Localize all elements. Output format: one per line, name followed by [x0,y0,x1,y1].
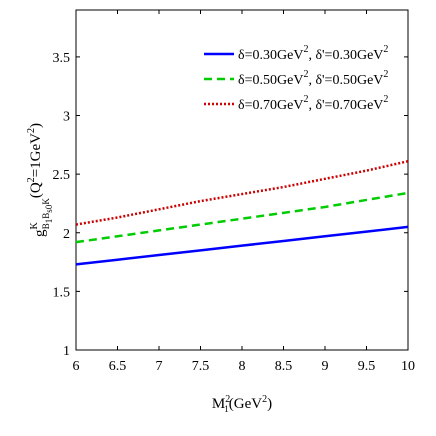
y-tick-label-5: 3.5 [53,51,71,66]
y-label-eq-sup: 2 [26,128,37,133]
x-tick-label-6: 9 [322,359,329,374]
y-tick-label-2: 2 [63,227,70,242]
series-line-1 [75,225,409,266]
legend-1-a-sup: 2 [303,44,308,55]
x-tick-label-7: 9.5 [358,359,376,374]
legend-3-a-sup: 2 [303,94,308,105]
legend-1-a: δ=0.30GeV [238,48,303,63]
legend-1-b-sup: 2 [383,44,388,55]
x-label-sup: 2 [225,394,230,405]
y-label-sub-s0: s0 [44,204,54,213]
y-label-q-sup: 2 [26,177,37,182]
y-tick-label-3: 2.5 [53,168,71,183]
x-tick-label-0: 6 [73,359,80,374]
y-label-q: (Q [28,182,44,198]
x-label-base: M [212,396,225,412]
legend-entry-3: δ=0.70GeV2, δ'=0.70GeV2 [204,94,388,113]
x-tick-label-8: 10 [401,359,415,374]
x-label-unit-sup: 2 [262,394,267,405]
legend-3-b-sup: 2 [383,94,388,105]
legend-2-b: , δ'=0.50GeV [308,73,383,88]
tick-labels: 6 6.5 7 7.5 8 8.5 9 9.5 10 1 1.5 2 2.5 3 3.5 [53,51,416,374]
y-label-sub-1: 1 [44,219,54,224]
x-label-unit-open: (GeV [229,396,262,412]
y-label-eq: =1GeV [28,133,44,177]
legend-label-2: δ=0.50GeV2, δ'=0.50GeV2 [238,69,388,88]
legend-1-b: , δ'=0.30GeV [308,48,383,63]
y-axis-label: gKB1Bs0K(Q2=1GeV2) [26,123,54,237]
axis-ticks [75,10,409,351]
series-line-3 [75,160,409,226]
y-label-close: ) [28,123,44,128]
y-tick-label-0: 1 [63,344,70,359]
y-label-g: g [32,229,48,237]
y-label-sup-k: K [29,221,40,229]
x-tick-label-3: 7.5 [192,359,210,374]
series-line-2 [75,191,409,244]
y-tick-label-1: 1.5 [53,285,71,300]
legend-label-1: δ=0.30GeV2, δ'=0.30GeV2 [238,44,388,63]
series-lines [75,160,409,266]
x-label-sub: 1 [224,404,229,414]
y-tick-label-4: 3 [63,110,70,125]
x-tick-label-4: 8 [239,359,246,374]
legend: δ=0.30GeV2, δ'=0.30GeV2 δ=0.50GeV2, δ'=0… [204,44,388,113]
x-tick-label-2: 7 [156,359,163,374]
legend-3-a: δ=0.70GeV [238,98,303,113]
legend-3-b: , δ'=0.70GeV [308,98,383,113]
x-tick-label-5: 8.5 [275,359,293,374]
x-label-unit-close: ) [267,396,272,412]
y-label-sub-b1: B [41,223,51,229]
y-label-sub-b: B [41,213,51,219]
legend-2-b-sup: 2 [383,69,388,80]
legend-label-3: δ=0.70GeV2, δ'=0.70GeV2 [238,94,388,113]
x-tick-label-1: 6.5 [109,359,127,374]
legend-2-a: δ=0.50GeV [238,73,303,88]
y-label-sub-k: K [41,198,51,205]
legend-entry-2: δ=0.50GeV2, δ'=0.50GeV2 [204,69,388,88]
legend-entry-1: δ=0.30GeV2, δ'=0.30GeV2 [204,44,388,63]
legend-2-a-sup: 2 [303,69,308,80]
x-axis-label: M2 1(GeV2) [212,394,272,414]
